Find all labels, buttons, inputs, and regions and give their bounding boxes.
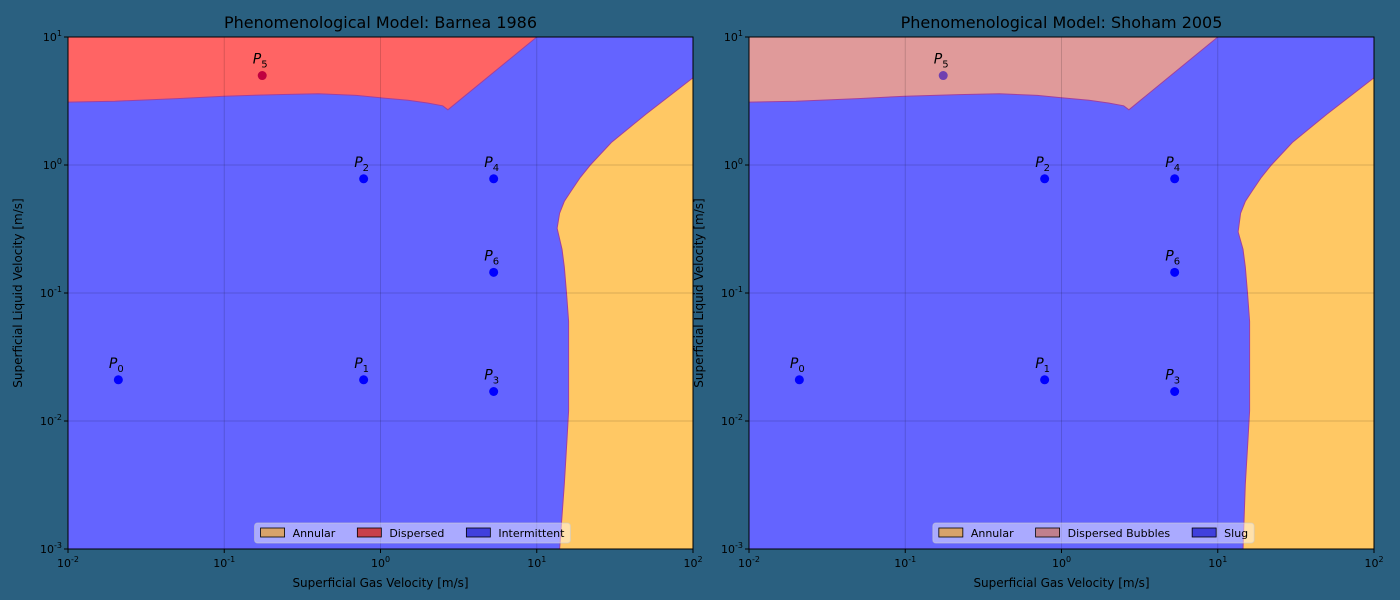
data-point-p0 — [113, 375, 123, 385]
chart-0: 10-2 10-1 100 101 10210-310-210-1100101Pheno… — [11, 13, 703, 590]
data-point-p0 — [794, 375, 804, 385]
y-tick-label: 10-1 — [721, 285, 743, 300]
point-label-p2: P2 — [354, 155, 369, 174]
point-label-p3: P3 — [484, 368, 499, 387]
y-axis-label: Superficial Liquid Velocity [m/s] — [11, 198, 25, 387]
point-label-p0: P0 — [109, 356, 124, 375]
legend-swatch — [938, 527, 964, 538]
data-point-p5 — [257, 71, 267, 81]
x-tick-label: 100 — [371, 555, 390, 570]
data-point-p3 — [1170, 387, 1180, 397]
point-label-p6: P6 — [1165, 248, 1180, 267]
legend-label: Annular — [971, 527, 1014, 540]
y-tick-label: 10-2 — [721, 413, 743, 428]
x-tick-label: 10-1 — [894, 555, 916, 570]
point-label-p5: P5 — [934, 52, 949, 71]
data-point-p3 — [489, 387, 499, 397]
regions — [68, 37, 693, 549]
point-label-p2: P2 — [1035, 155, 1050, 174]
legend-label: Dispersed Bubbles — [1068, 527, 1171, 540]
y-tick-label: 100 — [43, 157, 62, 172]
y-tick-label: 10-3 — [40, 541, 62, 556]
point-label-p4: P4 — [1165, 155, 1180, 174]
x-tick-label: 10-1 — [213, 555, 235, 570]
x-tick-label: 10-2 — [57, 555, 79, 570]
y-tick-label: 10-3 — [721, 541, 743, 556]
region-annular — [556, 77, 693, 549]
point-label-p4: P4 — [484, 155, 499, 174]
data-point-p6 — [1170, 267, 1180, 277]
data-point-p2 — [359, 174, 369, 184]
y-tick-label: 100 — [724, 157, 743, 172]
point-label-p5: P5 — [253, 52, 268, 71]
data-point-p4 — [489, 174, 499, 184]
chart-title: Phenomenological Model: Shoham 2005 — [901, 13, 1223, 32]
x-tick-label: 101 — [527, 555, 546, 570]
legend-label: Annular — [293, 527, 336, 540]
x-tick-label: 102 — [683, 555, 702, 570]
y-axis-label: Superficial Liquid Velocity [m/s] — [692, 198, 706, 387]
legend: Annular Dispersed Bubbles Slug — [932, 522, 1255, 544]
point-label-p1: P1 — [354, 356, 369, 375]
chart-title: Phenomenological Model: Barnea 1986 — [224, 13, 537, 32]
x-tick-label: 102 — [1364, 555, 1383, 570]
y-tick-label: 10-2 — [40, 413, 62, 428]
data-point-p2 — [1040, 174, 1050, 184]
point-label-p1: P1 — [1035, 356, 1050, 375]
region-dispersed-bubbles — [749, 37, 1219, 111]
legend-swatch — [1191, 527, 1217, 538]
point-label-p0: P0 — [790, 356, 805, 375]
legend: Annular Dispersed Intermittent — [254, 522, 571, 544]
legend-swatch — [356, 527, 382, 538]
region-dispersed — [68, 37, 538, 111]
legend-label: Intermittent — [498, 527, 565, 540]
legend-swatch — [260, 527, 285, 538]
legend-box — [254, 522, 571, 544]
x-tick-label: 10-2 — [738, 555, 760, 570]
legend-box — [932, 522, 1255, 544]
legend-label: Dispersed — [389, 527, 444, 540]
data-point-p5 — [938, 71, 948, 81]
data-point-p1 — [1040, 375, 1050, 385]
legend-label: Slug — [1224, 527, 1248, 540]
y-tick-label: 10-1 — [40, 285, 62, 300]
data-point-p4 — [1170, 174, 1180, 184]
x-tick-label: 100 — [1052, 555, 1071, 570]
x-tick-label: 101 — [1208, 555, 1227, 570]
region-annular — [1237, 77, 1374, 549]
data-point-p1 — [359, 375, 369, 385]
x-axis-label: Superficial Gas Velocity [m/s] — [292, 576, 468, 590]
legend-swatch — [465, 527, 491, 538]
x-axis-label: Superficial Gas Velocity [m/s] — [973, 576, 1149, 590]
regions — [749, 37, 1374, 549]
y-tick-label: 101 — [43, 29, 62, 44]
point-label-p3: P3 — [1165, 368, 1180, 387]
y-tick-label: 101 — [724, 29, 743, 44]
point-label-p6: P6 — [484, 248, 499, 267]
chart-1: 10-2 10-1 100 101 10210-310-210-1100101Pheno… — [692, 13, 1384, 590]
legend-swatch — [1035, 527, 1061, 538]
data-point-p6 — [489, 267, 499, 277]
